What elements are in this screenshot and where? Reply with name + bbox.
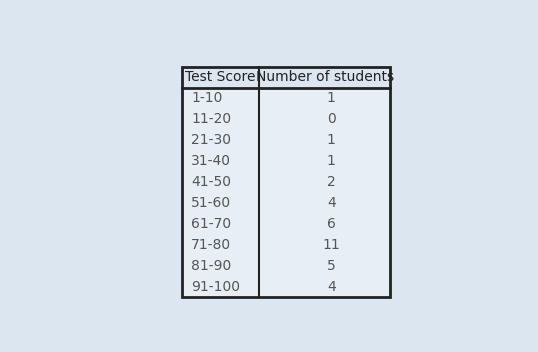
Bar [182,67,391,88]
Text: 11-20: 11-20 [191,112,231,126]
Text: 21-30: 21-30 [191,133,231,147]
Text: 4: 4 [327,196,336,210]
Bar [182,108,391,130]
Text: 5: 5 [327,259,336,272]
Text: 71-80: 71-80 [191,238,231,252]
Text: 1-10: 1-10 [191,91,222,105]
Text: 6: 6 [327,217,336,231]
Text: 11: 11 [322,238,340,252]
Text: 0: 0 [327,112,336,126]
Text: 31-40: 31-40 [191,154,231,168]
Text: 41-50: 41-50 [191,175,231,189]
Bar [182,171,391,192]
Text: 81-90: 81-90 [191,259,231,272]
Text: 1: 1 [327,154,336,168]
Bar [182,213,391,234]
Text: 1: 1 [327,91,336,105]
Text: Number of students: Number of students [256,70,394,84]
Bar [182,130,391,150]
Bar [182,234,391,255]
Bar [182,67,391,297]
Text: 4: 4 [327,279,336,294]
Text: 1: 1 [327,133,336,147]
Bar [182,255,391,276]
Bar [182,276,391,297]
Text: 91-100: 91-100 [191,279,240,294]
Text: 51-60: 51-60 [191,196,231,210]
Text: 2: 2 [327,175,336,189]
Text: 61-70: 61-70 [191,217,231,231]
Text: Test Score: Test Score [185,70,256,84]
Bar [182,88,391,108]
Bar [182,192,391,213]
Bar [182,150,391,171]
